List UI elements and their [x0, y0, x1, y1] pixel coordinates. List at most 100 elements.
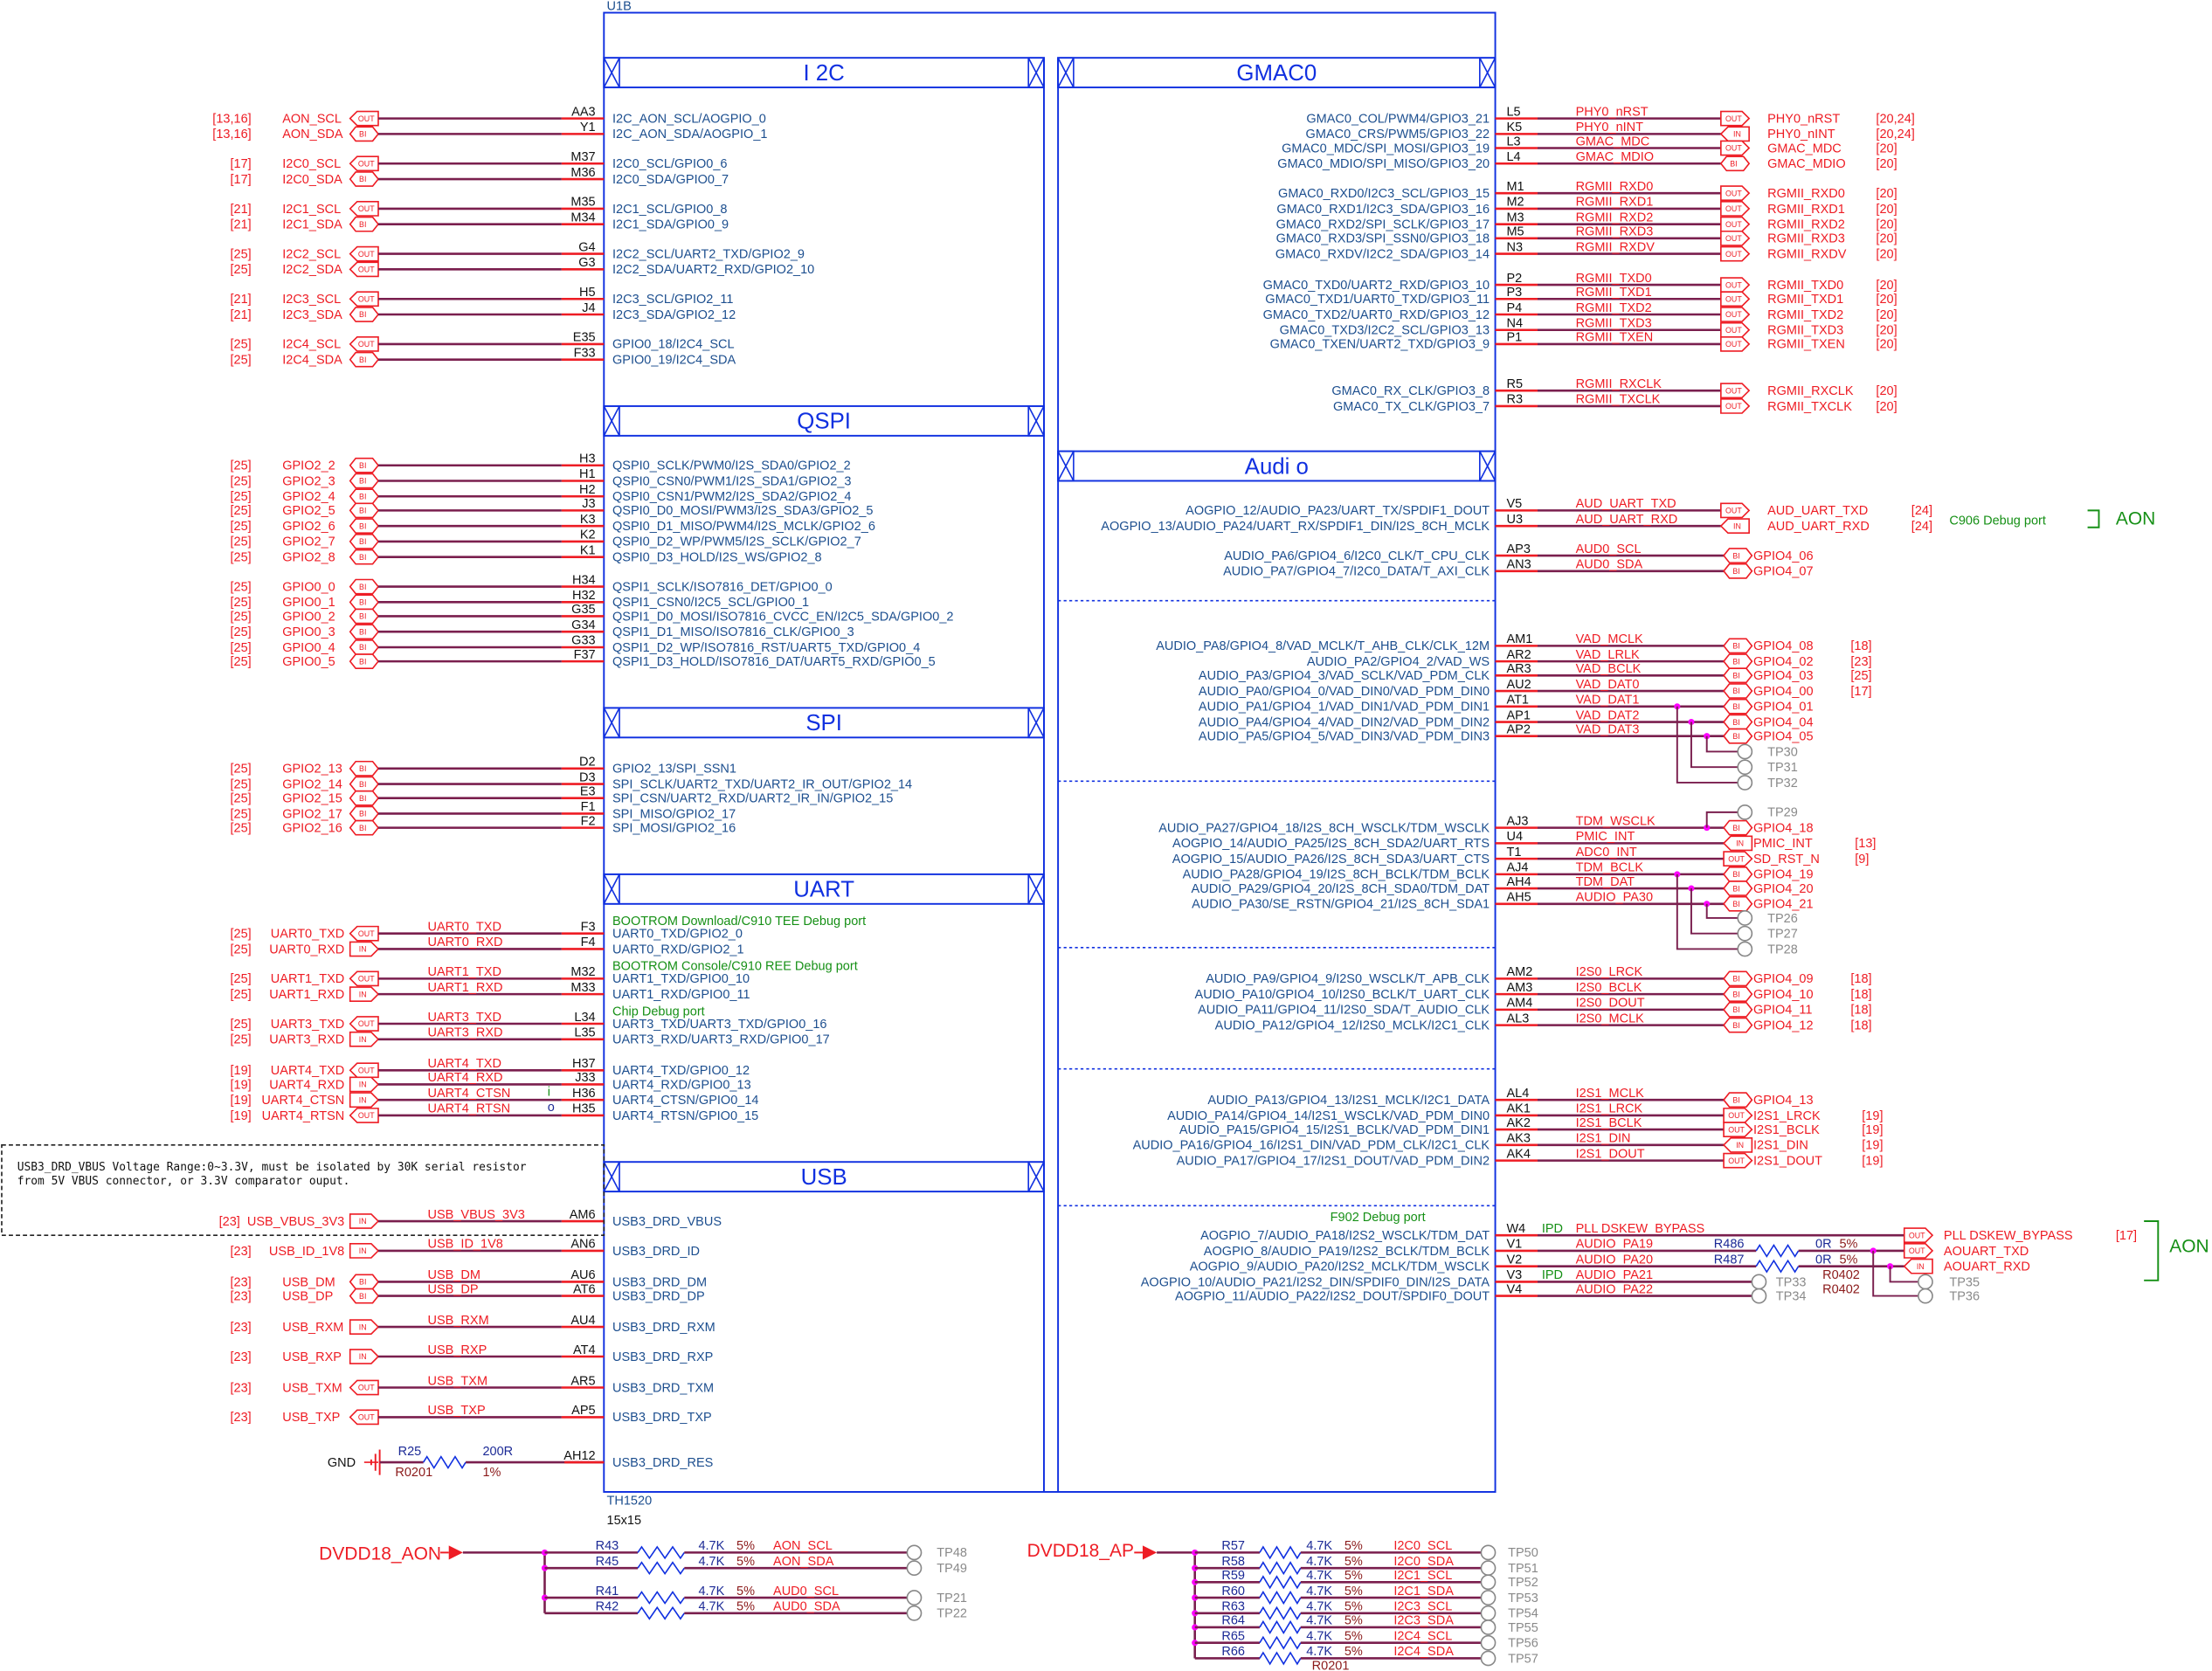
port-out-icon[interactable]: OUT	[1720, 201, 1751, 217]
port-out-icon[interactable]: OUT	[349, 245, 379, 262]
test-point-icon[interactable]	[1737, 925, 1753, 942]
port-bi-icon[interactable]: BI	[349, 1288, 380, 1304]
port-bi-icon[interactable]: BI	[349, 653, 380, 670]
port-bi-icon[interactable]: BI	[1723, 653, 1753, 670]
port-out-icon[interactable]: OUT	[1720, 321, 1751, 338]
port-out-icon[interactable]: OUT	[1720, 230, 1751, 246]
test-point-icon[interactable]	[1737, 775, 1753, 791]
port-out-icon[interactable]: OUT	[1720, 336, 1751, 352]
port-bi-icon[interactable]: BI	[349, 549, 380, 565]
port-bi-icon[interactable]: BI	[1719, 155, 1751, 172]
port-bi-icon[interactable]: BI	[349, 502, 380, 519]
port-bi-icon[interactable]: BI	[349, 171, 380, 187]
port-out-icon[interactable]: OUT	[1903, 1227, 1934, 1244]
port-bi-icon[interactable]: BI	[349, 534, 380, 549]
port-bi-icon[interactable]: BI	[349, 351, 380, 368]
test-point-icon[interactable]	[906, 1560, 923, 1577]
port-bi-icon[interactable]: BI	[349, 819, 380, 836]
port-bi-icon[interactable]: BI	[349, 624, 380, 640]
port-bi-icon[interactable]: BI	[349, 578, 380, 595]
port-out-icon[interactable]: OUT	[1720, 185, 1751, 202]
test-point-icon[interactable]	[1737, 910, 1753, 926]
port-bi-icon[interactable]: BI	[1723, 880, 1753, 896]
port-out-icon[interactable]: OUT	[349, 970, 379, 987]
port-out-icon[interactable]: OUT	[1720, 216, 1751, 232]
port-bi-icon[interactable]: BI	[1723, 986, 1753, 1002]
port-out-icon[interactable]: OUT	[1720, 502, 1751, 519]
port-out-icon[interactable]: OUT	[349, 1409, 379, 1426]
port-bi-icon[interactable]: BI	[349, 608, 380, 625]
test-point-icon[interactable]	[906, 1605, 923, 1621]
port-bi-icon[interactable]: BI	[1723, 895, 1753, 912]
port-out-icon[interactable]: OUT	[349, 1062, 379, 1079]
test-point-icon[interactable]	[1480, 1619, 1497, 1635]
port-bi-icon[interactable]: BI	[349, 594, 380, 611]
port-bi-icon[interactable]: BI	[1723, 638, 1753, 654]
port-out-icon[interactable]: OUT	[1723, 1152, 1753, 1169]
port-bi-icon[interactable]: BI	[349, 518, 380, 535]
port-in-icon[interactable]: IN	[349, 1092, 380, 1108]
port-bi-icon[interactable]: BI	[1723, 698, 1753, 715]
test-point-icon[interactable]	[1480, 1650, 1497, 1667]
test-point-icon[interactable]	[1480, 1560, 1497, 1577]
port-bi-icon[interactable]: BI	[349, 1274, 380, 1290]
port-out-icon[interactable]: OUT	[349, 336, 379, 352]
port-in-icon[interactable]: IN	[349, 1076, 380, 1093]
port-out-icon[interactable]: OUT	[1720, 277, 1751, 293]
test-point-icon[interactable]	[1918, 1274, 1933, 1290]
port-out-icon[interactable]: OUT	[1720, 291, 1751, 307]
port-in-icon[interactable]: IN	[349, 941, 380, 957]
port-out-icon[interactable]: OUT	[1720, 398, 1751, 414]
port-bi-icon[interactable]: BI	[349, 790, 380, 806]
port-in-icon[interactable]: IN	[349, 986, 380, 1002]
port-bi-icon[interactable]: BI	[349, 473, 380, 489]
port-out-icon[interactable]: OUT	[349, 1379, 379, 1396]
port-bi-icon[interactable]: BI	[349, 216, 380, 232]
test-point-icon[interactable]	[1737, 759, 1753, 776]
test-point-icon[interactable]	[1480, 1574, 1497, 1591]
test-point-icon[interactable]	[1480, 1590, 1497, 1605]
port-bi-icon[interactable]: BI	[349, 805, 380, 822]
port-out-icon[interactable]: OUT	[349, 925, 379, 942]
test-point-icon[interactable]	[1751, 1274, 1767, 1290]
port-in-icon[interactable]: IN	[349, 1031, 380, 1047]
port-bi-icon[interactable]: BI	[349, 457, 380, 473]
port-bi-icon[interactable]: BI	[1723, 683, 1753, 699]
test-point-icon[interactable]	[1737, 743, 1753, 760]
port-in-icon[interactable]: IN	[1903, 1258, 1933, 1274]
port-out-icon[interactable]: OUT	[349, 155, 379, 172]
port-bi-icon[interactable]: BI	[1723, 714, 1753, 730]
test-point-icon[interactable]	[906, 1544, 923, 1561]
port-in-icon[interactable]: IN	[1719, 126, 1750, 142]
port-bi-icon[interactable]: BI	[1723, 1092, 1753, 1108]
port-bi-icon[interactable]: BI	[1723, 667, 1753, 684]
test-point-icon[interactable]	[1480, 1544, 1497, 1561]
test-point-icon[interactable]	[1737, 941, 1753, 957]
port-bi-icon[interactable]: BI	[1723, 728, 1753, 744]
port-out-icon[interactable]: OUT	[1723, 851, 1753, 867]
port-in-icon[interactable]: IN	[1719, 518, 1750, 535]
port-in-icon[interactable]: IN	[349, 1213, 380, 1229]
port-out-icon[interactable]: OUT	[1720, 245, 1751, 262]
test-point-icon[interactable]	[1751, 1288, 1767, 1304]
port-out-icon[interactable]: OUT	[1720, 110, 1751, 127]
port-out-icon[interactable]: OUT	[349, 201, 379, 217]
port-in-icon[interactable]: IN	[349, 1319, 380, 1335]
port-out-icon[interactable]: OUT	[1723, 1108, 1753, 1123]
port-in-icon[interactable]: IN	[1722, 835, 1753, 852]
port-out-icon[interactable]: OUT	[1720, 307, 1751, 322]
port-in-icon[interactable]: IN	[1722, 1136, 1753, 1153]
port-in-icon[interactable]: IN	[349, 1243, 380, 1259]
test-point-icon[interactable]	[1737, 804, 1753, 820]
test-point-icon[interactable]	[1480, 1634, 1497, 1651]
port-out-icon[interactable]: OUT	[349, 261, 379, 278]
port-bi-icon[interactable]: BI	[1723, 867, 1753, 882]
port-bi-icon[interactable]: BI	[1723, 970, 1753, 987]
port-out-icon[interactable]: OUT	[349, 1108, 379, 1123]
port-bi-icon[interactable]: BI	[349, 760, 380, 777]
port-bi-icon[interactable]: BI	[1723, 548, 1753, 563]
port-bi-icon[interactable]: BI	[1723, 819, 1753, 836]
port-out-icon[interactable]: OUT	[349, 1016, 379, 1032]
port-out-icon[interactable]: OUT	[1903, 1243, 1934, 1259]
port-out-icon[interactable]: OUT	[349, 110, 379, 127]
